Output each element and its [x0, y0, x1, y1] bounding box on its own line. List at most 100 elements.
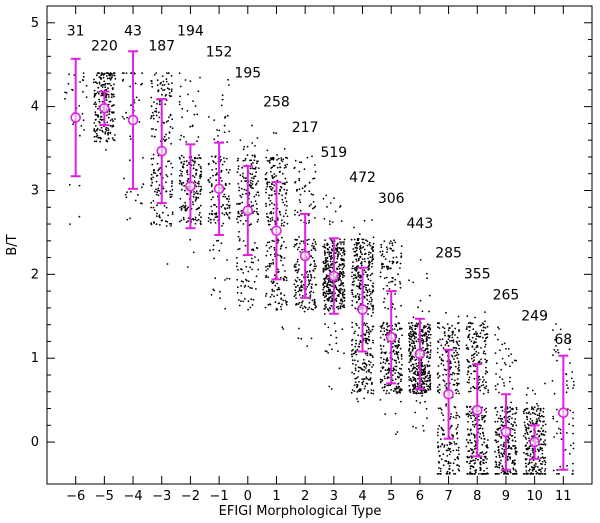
data-point	[416, 390, 419, 392]
data-point	[441, 359, 444, 362]
data-point	[357, 274, 360, 276]
data-point	[436, 473, 439, 475]
data-point	[97, 86, 100, 89]
data-point	[114, 77, 117, 80]
data-point	[565, 380, 568, 382]
data-point	[559, 428, 562, 431]
data-point	[352, 353, 355, 355]
data-point	[456, 464, 459, 467]
data-point	[447, 334, 450, 337]
data-point	[410, 380, 413, 383]
data-point	[308, 291, 311, 294]
data-point	[439, 438, 442, 441]
count-label: 195	[234, 65, 261, 81]
data-point	[395, 365, 398, 368]
data-point	[73, 74, 76, 76]
data-point	[442, 347, 445, 349]
data-point	[101, 129, 103, 132]
data-point	[454, 443, 456, 445]
data-point	[269, 303, 271, 305]
data-point	[528, 445, 531, 448]
data-point	[279, 166, 281, 169]
data-point	[215, 162, 217, 165]
data-point	[382, 345, 385, 348]
data-point	[363, 219, 366, 222]
data-point	[367, 327, 370, 329]
data-point	[384, 306, 386, 309]
data-point	[95, 92, 98, 95]
data-point	[329, 284, 332, 287]
data-point	[416, 325, 419, 328]
data-point	[497, 440, 500, 443]
data-point	[286, 222, 289, 225]
data-point	[497, 417, 500, 420]
data-point	[253, 195, 256, 198]
data-point	[297, 303, 300, 306]
data-point	[323, 313, 326, 315]
data-point	[220, 104, 223, 107]
data-point	[103, 73, 106, 75]
data-point	[479, 424, 481, 427]
data-point	[165, 138, 168, 141]
data-point	[541, 456, 544, 459]
data-point	[557, 351, 560, 354]
data-point	[425, 407, 428, 410]
data-point	[424, 366, 427, 368]
data-point	[425, 340, 428, 343]
data-point	[446, 323, 449, 325]
data-point	[426, 345, 429, 347]
data-point	[337, 251, 340, 254]
data-point	[485, 337, 487, 340]
data-point	[186, 207, 189, 210]
data-point	[150, 178, 153, 181]
data-point	[474, 365, 477, 367]
data-point	[236, 171, 239, 174]
data-point	[556, 349, 559, 351]
data-point	[200, 188, 203, 191]
data-point	[454, 349, 457, 352]
data-point	[371, 256, 374, 259]
data-point	[254, 155, 256, 158]
data-point	[442, 464, 445, 467]
data-point	[409, 327, 411, 330]
data-point	[506, 470, 509, 473]
data-point	[94, 101, 97, 104]
data-point	[199, 174, 202, 177]
data-point	[169, 190, 172, 193]
data-point	[426, 365, 429, 368]
data-point	[208, 116, 210, 118]
data-point	[106, 93, 108, 96]
data-point	[180, 188, 183, 191]
data-point	[169, 196, 172, 199]
data-point	[141, 186, 143, 189]
data-point	[429, 324, 431, 326]
data-point	[417, 373, 419, 376]
data-point	[340, 254, 343, 257]
data-point	[393, 390, 395, 392]
data-point	[300, 337, 303, 340]
data-point	[368, 260, 370, 263]
data-point	[429, 385, 432, 388]
y-tick-label: 4	[31, 100, 39, 115]
data-point	[537, 429, 540, 432]
data-point	[108, 74, 111, 77]
data-point	[531, 447, 534, 450]
data-point	[503, 448, 506, 451]
data-point	[479, 468, 482, 471]
data-point	[438, 391, 441, 394]
data-point	[355, 246, 357, 249]
data-point	[150, 105, 153, 108]
data-point	[180, 183, 183, 186]
data-point	[400, 368, 403, 370]
data-point	[468, 378, 470, 381]
data-point	[122, 78, 125, 81]
data-point	[283, 221, 286, 224]
data-point	[425, 383, 428, 386]
data-point	[94, 81, 97, 83]
data-point	[298, 177, 301, 180]
data-point	[340, 298, 342, 301]
data-point	[138, 99, 141, 102]
data-point	[105, 126, 108, 129]
data-point	[457, 315, 460, 318]
data-point	[98, 100, 101, 103]
